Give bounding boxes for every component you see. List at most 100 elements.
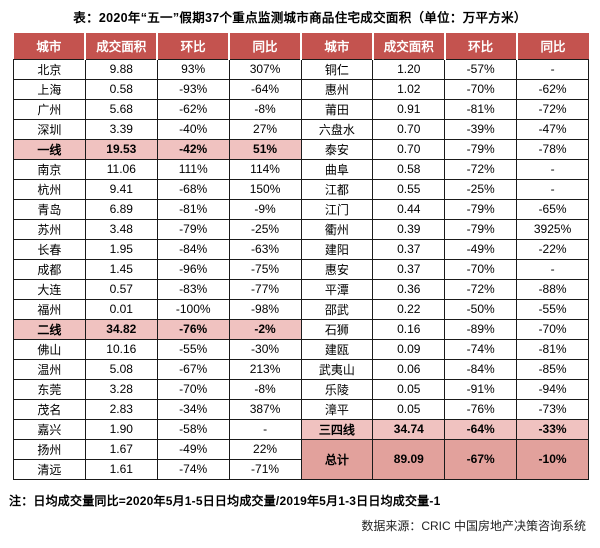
cell-yoy: 307% xyxy=(228,58,302,80)
cell-area: 0.91 xyxy=(372,98,446,120)
table-row: 深圳 3.39 -40% 27% 六盘水 0.70 -39% -47% xyxy=(13,118,589,140)
cell-yoy: - xyxy=(516,258,589,280)
cell-area: 0.44 xyxy=(372,198,446,220)
cell-area: 0.05 xyxy=(372,378,446,400)
cell-area: 11.06 xyxy=(84,158,158,180)
cell-area: 1.45 xyxy=(84,258,158,280)
cell-mom: -70% xyxy=(444,78,518,100)
cell-area: 5.68 xyxy=(84,98,158,120)
cell-mom: -81% xyxy=(156,198,230,220)
cell-area: 0.16 xyxy=(372,318,446,340)
cell-mom: -50% xyxy=(444,298,518,320)
cell-mom: -49% xyxy=(444,238,518,260)
cell-yoy: -85% xyxy=(516,358,589,380)
cell-yoy: -81% xyxy=(516,338,589,360)
cell-area: 1.20 xyxy=(372,58,446,80)
cell-area: 34.82 xyxy=(84,318,158,340)
table-row: 一线 19.53 -42% 51% 泰安 0.70 -79% -78% xyxy=(13,138,589,160)
column-header: 同比 xyxy=(515,33,589,59)
cell-yoy: -33% xyxy=(516,418,589,440)
cell-city: 佛山 xyxy=(13,338,86,360)
cell-area: 34.74 xyxy=(372,418,446,440)
cell-mom: -70% xyxy=(444,258,518,280)
cell-yoy: -30% xyxy=(228,338,302,360)
cell-area: 1.61 xyxy=(84,458,158,480)
table-row: 东莞 3.28 -70% -8% 乐陵 0.05 -91% -94% xyxy=(13,378,589,400)
cell-city: 长春 xyxy=(13,238,86,260)
table-row: 清远 1.61 -74% -71% xyxy=(13,458,589,480)
table-row: 扬州 1.67 -49% 22% 总计 89.09 -67% -10% xyxy=(13,438,589,480)
cell-city: 乐陵 xyxy=(300,378,374,400)
cell-city: 福州 xyxy=(13,298,86,320)
cell-area: 0.39 xyxy=(372,218,446,240)
cell-area: 1.95 xyxy=(84,238,158,260)
cell-city: 铜仁 xyxy=(300,58,374,80)
cell-yoy: -65% xyxy=(516,198,589,220)
cell-city: 苏州 xyxy=(13,218,86,240)
cell-area: 0.22 xyxy=(372,298,446,320)
cell-city: 温州 xyxy=(13,358,86,380)
cell-city: 青岛 xyxy=(13,198,86,220)
cell-area: 0.55 xyxy=(372,178,446,200)
table-body: 北京 9.88 93% 307% 铜仁 1.20 -57% - 上海 0.58 -93% -64% 惠州… xyxy=(13,58,589,480)
cell-yoy: -77% xyxy=(228,278,302,300)
cell-city: 扬州 xyxy=(13,438,86,460)
header-row: 城市 成交面积 环比 同比 城市 成交面积 环比 同比 xyxy=(13,33,589,59)
cell-yoy: -71% xyxy=(228,458,302,480)
cell-yoy: -78% xyxy=(516,138,589,160)
cell-yoy: -73% xyxy=(516,398,589,420)
cell-yoy: 22% xyxy=(228,438,302,460)
cell-yoy: -22% xyxy=(516,238,589,260)
table-row: 青岛 6.89 -81% -9% 江门 0.44 -79% -65% xyxy=(13,198,589,220)
table-row: 温州 5.08 -67% 213% 武夷山 0.06 -84% -85% xyxy=(13,358,589,380)
cell-mom: -72% xyxy=(444,278,518,300)
cell-city: 东莞 xyxy=(13,378,86,400)
cell-mom: -39% xyxy=(444,118,518,140)
cell-yoy: -88% xyxy=(516,278,589,300)
cell-mom: -79% xyxy=(444,198,518,220)
cell-yoy: - xyxy=(516,178,589,200)
table-row: 杭州 9.41 -68% 150% 江都 0.55 -25% - xyxy=(13,178,589,200)
cell-yoy: -10% xyxy=(516,438,589,480)
cell-yoy: 51% xyxy=(228,138,302,160)
cell-yoy: -55% xyxy=(516,298,589,320)
footnote: 注：日均成交量同比=2020年5月1-5日日均成交量/2019年5月1-3日日均… xyxy=(9,493,441,508)
cell-mom: -74% xyxy=(444,338,518,360)
table-row: 南京 11.06 111% 114% 曲阜 0.58 -72% - xyxy=(13,158,589,180)
cell-mom: -62% xyxy=(156,98,230,120)
cell-city: 广州 xyxy=(13,98,86,120)
table-row: 嘉兴 1.90 -58% - 三四线 34.74 -64% -33% xyxy=(13,418,589,440)
cell-mom: -76% xyxy=(156,318,230,340)
cell-area: 0.58 xyxy=(372,158,446,180)
cell-area: 0.58 xyxy=(84,78,158,100)
cell-city: 一线 xyxy=(13,138,86,160)
cell-area: 0.70 xyxy=(372,118,446,140)
cell-mom: 111% xyxy=(156,158,230,180)
cell-city: 杭州 xyxy=(13,178,86,200)
cell-area: 1.67 xyxy=(84,438,158,460)
cell-city: 六盘水 xyxy=(300,118,374,140)
cell-yoy: 150% xyxy=(228,178,302,200)
cell-yoy: -9% xyxy=(228,198,302,220)
cell-mom: -25% xyxy=(444,178,518,200)
cell-area: 0.36 xyxy=(372,278,446,300)
cell-yoy: -8% xyxy=(228,98,302,120)
table-row: 北京 9.88 93% 307% 铜仁 1.20 -57% - xyxy=(13,58,589,80)
cell-area: 0.37 xyxy=(372,238,446,260)
cell-city: 泰安 xyxy=(300,138,374,160)
cell-yoy: 114% xyxy=(228,158,302,180)
cell-city: 惠州 xyxy=(300,78,374,100)
cell-area: 10.16 xyxy=(84,338,158,360)
cell-city: 三四线 xyxy=(300,418,374,440)
cell-mom: -70% xyxy=(156,378,230,400)
column-header: 同比 xyxy=(228,33,301,59)
cell-yoy: 387% xyxy=(228,398,302,420)
cell-mom: -91% xyxy=(444,378,518,400)
table-row: 福州 0.01 -100% -98% 邵武 0.22 -50% -55% xyxy=(13,298,589,320)
table-row: 苏州 3.48 -79% -25% 衢州 0.39 -79% 3925% xyxy=(13,218,589,240)
cell-mom: -81% xyxy=(444,98,518,120)
cell-mom: -79% xyxy=(444,218,518,240)
cell-mom: -84% xyxy=(156,238,230,260)
cell-city: 衢州 xyxy=(300,218,374,240)
cell-mom: -72% xyxy=(444,158,518,180)
